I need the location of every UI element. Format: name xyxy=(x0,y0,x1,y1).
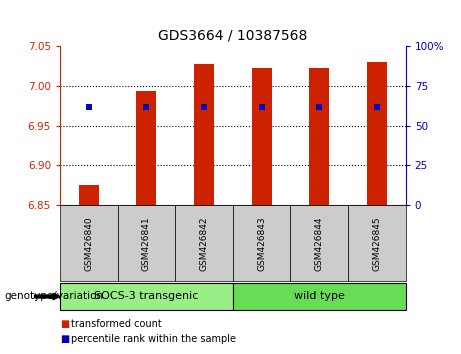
Text: wild type: wild type xyxy=(294,291,345,302)
Text: ■: ■ xyxy=(60,334,69,344)
Text: GSM426840: GSM426840 xyxy=(84,216,93,271)
Text: genotype/variation: genotype/variation xyxy=(5,291,104,302)
Bar xyxy=(136,91,156,205)
Title: GDS3664 / 10387568: GDS3664 / 10387568 xyxy=(158,28,307,42)
Bar xyxy=(367,62,387,205)
Text: SOCS-3 transgenic: SOCS-3 transgenic xyxy=(94,291,199,302)
Text: GSM426845: GSM426845 xyxy=(372,216,381,271)
Text: GSM426842: GSM426842 xyxy=(200,216,208,270)
Bar xyxy=(309,68,329,205)
Text: GSM426844: GSM426844 xyxy=(315,216,324,270)
Text: GSM426841: GSM426841 xyxy=(142,216,151,271)
Bar xyxy=(194,63,214,205)
Text: percentile rank within the sample: percentile rank within the sample xyxy=(71,334,236,344)
Text: GSM426843: GSM426843 xyxy=(257,216,266,271)
Text: transformed count: transformed count xyxy=(71,319,162,329)
Bar xyxy=(252,68,272,205)
Bar xyxy=(79,185,99,205)
Text: ■: ■ xyxy=(60,319,69,329)
